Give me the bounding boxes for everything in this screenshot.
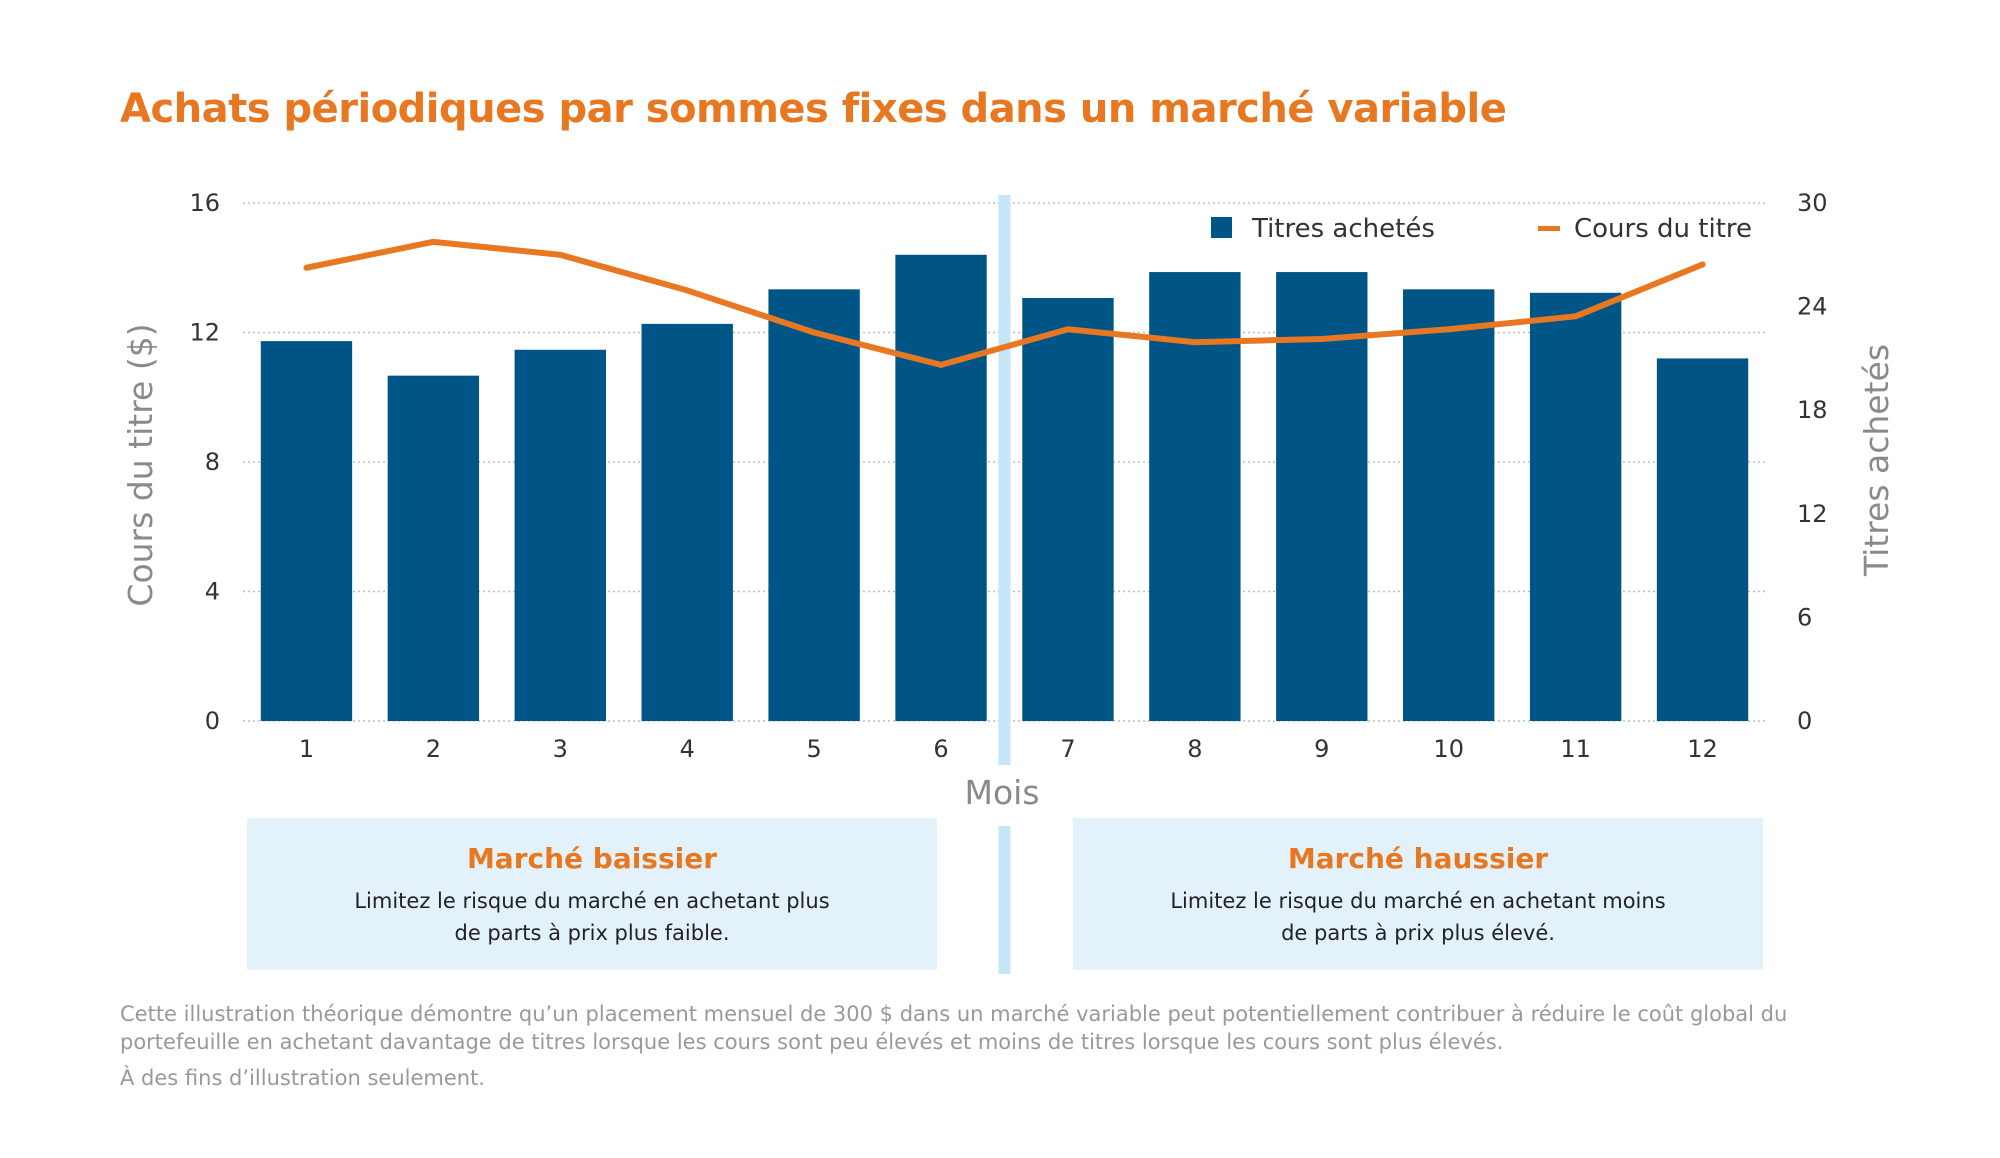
left-tick-8: 8 <box>205 448 220 476</box>
bear-market-text-line-2: de parts à prix plus faible. <box>454 921 730 945</box>
bar-series-titres-achetes <box>260 254 1749 722</box>
bear-market-title: Marché baissier <box>466 842 718 875</box>
price-point-month-5 <box>811 329 818 336</box>
legend-label-titres-achetes: Titres achetés <box>1251 214 1435 244</box>
x-tick-8: 8 <box>1187 735 1202 763</box>
bar-month-4 <box>641 323 733 721</box>
bar-month-11 <box>1529 292 1622 721</box>
bar-month-8 <box>1149 272 1241 721</box>
legend-line-swatch <box>1538 226 1560 231</box>
x-tick-2: 2 <box>426 735 441 763</box>
x-tick-1: 1 <box>299 735 314 763</box>
bar-month-6 <box>895 254 987 722</box>
price-point-month-9 <box>1318 335 1325 342</box>
x-tick-5: 5 <box>806 735 821 763</box>
bear-market-panel: Marché baissier Limitez le risque du mar… <box>247 818 937 970</box>
price-point-month-1 <box>303 264 310 271</box>
x-axis-ticks: 1 2 3 4 5 6 7 8 9 10 11 12 <box>299 735 1718 763</box>
y-axis-left-title: Cours du titre ($) <box>121 323 160 606</box>
price-point-month-10 <box>1445 326 1452 333</box>
bull-market-panel: Marché haussier Limitez le risque du mar… <box>1073 818 1763 970</box>
bar-month-7 <box>1022 297 1114 721</box>
legend-label-cours-du-titre: Cours du titre <box>1574 214 1752 244</box>
legend: Titres achetés Cours du titre <box>1211 214 1752 244</box>
bar-month-3 <box>514 349 606 721</box>
x-axis-title: Mois <box>964 773 1039 812</box>
right-tick-18: 18 <box>1797 396 1828 424</box>
x-tick-7: 7 <box>1060 735 1075 763</box>
price-point-month-8 <box>1191 339 1198 346</box>
bar-month-2 <box>387 375 480 721</box>
bar-month-5 <box>768 289 860 721</box>
bull-market-title: Marché haussier <box>1287 842 1549 875</box>
left-tick-12: 12 <box>189 319 220 347</box>
footnote: Cette illustration théorique démontre qu… <box>120 1002 1788 1054</box>
right-tick-24: 24 <box>1797 293 1828 321</box>
left-tick-4: 4 <box>205 578 220 606</box>
price-point-month-3 <box>557 251 564 258</box>
bar-month-10 <box>1403 289 1495 721</box>
left-tick-16: 16 <box>189 189 220 217</box>
bar-month-1 <box>260 341 353 721</box>
x-tick-9: 9 <box>1314 735 1329 763</box>
left-axis-ticks: 0 4 8 12 16 <box>189 189 220 735</box>
price-point-month-7 <box>1064 326 1071 333</box>
left-tick-0: 0 <box>205 707 220 735</box>
market-divider <box>998 195 1011 765</box>
bull-market-text-line-2: de parts à prix plus élevé. <box>1281 921 1555 945</box>
bar-month-12 <box>1656 358 1749 721</box>
disclaimer: À des fins d’illustration seulement. <box>120 1066 485 1090</box>
x-tick-10: 10 <box>1433 735 1464 763</box>
price-point-month-6 <box>938 361 945 368</box>
price-line <box>303 238 1706 368</box>
x-tick-11: 11 <box>1560 735 1591 763</box>
x-tick-4: 4 <box>680 735 695 763</box>
bear-market-text-line-1: Limitez le risque du marché en achetant … <box>354 889 830 913</box>
right-axis-ticks: 0 6 12 18 24 30 <box>1797 189 1828 735</box>
price-point-month-2 <box>430 238 437 245</box>
chart-title: Achats périodiques par sommes fixes dans… <box>120 86 1507 132</box>
x-tick-6: 6 <box>933 735 948 763</box>
x-tick-3: 3 <box>553 735 568 763</box>
x-tick-12: 12 <box>1687 735 1718 763</box>
right-tick-6: 6 <box>1797 603 1812 631</box>
price-point-month-11 <box>1572 313 1579 320</box>
price-point-month-4 <box>684 287 691 294</box>
price-point-month-12 <box>1699 261 1706 268</box>
right-tick-0: 0 <box>1797 707 1812 735</box>
market-divider-lower <box>998 826 1011 974</box>
right-tick-30: 30 <box>1797 189 1828 217</box>
legend-bar-swatch <box>1211 217 1232 238</box>
y-axis-right-title: Titres achetés <box>1857 344 1896 577</box>
bar-month-9 <box>1276 272 1368 721</box>
right-tick-12: 12 <box>1797 500 1828 528</box>
bull-market-text-line-1: Limitez le risque du marché en achetant … <box>1170 889 1666 913</box>
line-series-cours-du-titre <box>303 238 1706 368</box>
